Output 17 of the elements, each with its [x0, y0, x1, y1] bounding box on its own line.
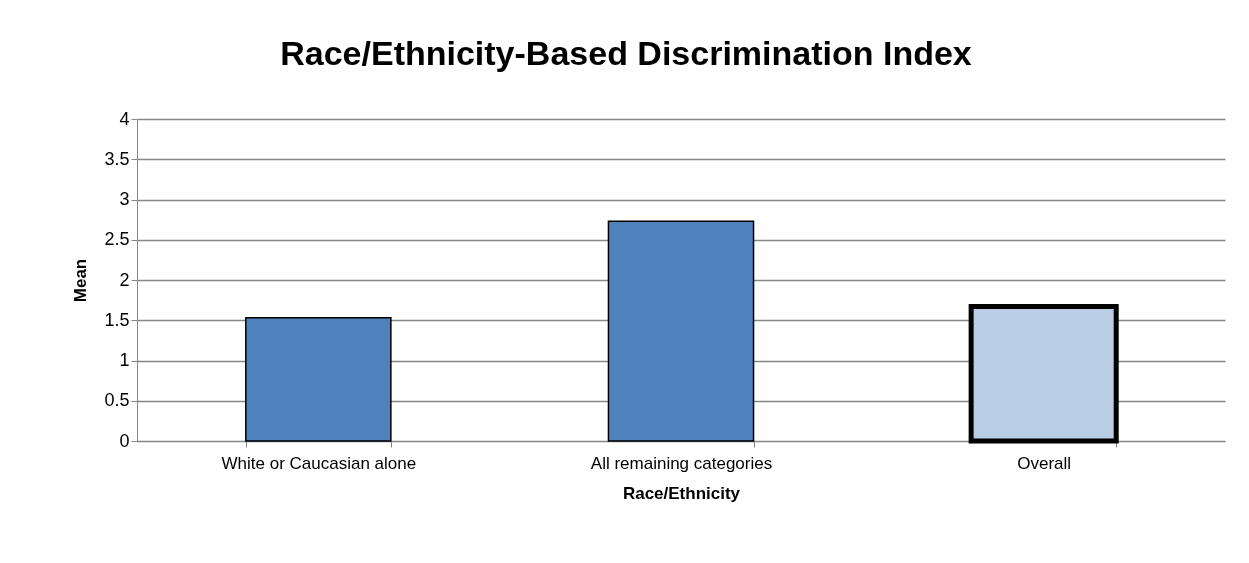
y-tick-label: 0: [119, 430, 130, 451]
chart-title: Race/Ethnicity-Based Discrimination Index: [280, 34, 972, 72]
y-tick-label: 1: [119, 350, 130, 370]
y-tick-label: 2: [119, 269, 130, 290]
x-tick-label: White or Caucasian alone: [221, 453, 417, 473]
x-axis-title: Race/Ethnicity: [622, 483, 741, 503]
y-tick-label: 1.5: [104, 309, 130, 330]
bar: [245, 317, 392, 442]
y-tick-label: 2.5: [104, 229, 130, 250]
x-tick-label: Overall: [1017, 453, 1072, 473]
y-tick-label: 3: [119, 189, 130, 209]
y-tick-label: 0.5: [104, 390, 130, 411]
y-tick-label: 3.5: [104, 148, 130, 169]
y-axis-title: Mean: [71, 258, 91, 303]
bar: [607, 220, 755, 442]
y-tick-label: 4: [119, 108, 130, 129]
x-tick-label: All remaining categories: [590, 453, 773, 473]
